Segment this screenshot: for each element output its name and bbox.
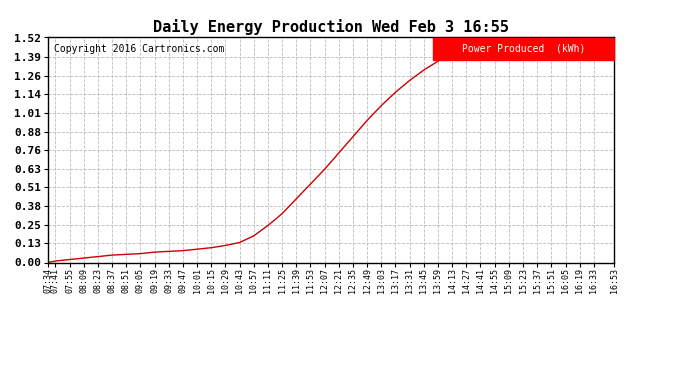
Bar: [433, 38, 614, 60]
Text: Power Produced  (kWh): Power Produced (kWh): [462, 44, 585, 54]
Title: Daily Energy Production Wed Feb 3 16:55: Daily Energy Production Wed Feb 3 16:55: [153, 19, 509, 35]
Text: Copyright 2016 Cartronics.com: Copyright 2016 Cartronics.com: [54, 44, 224, 54]
